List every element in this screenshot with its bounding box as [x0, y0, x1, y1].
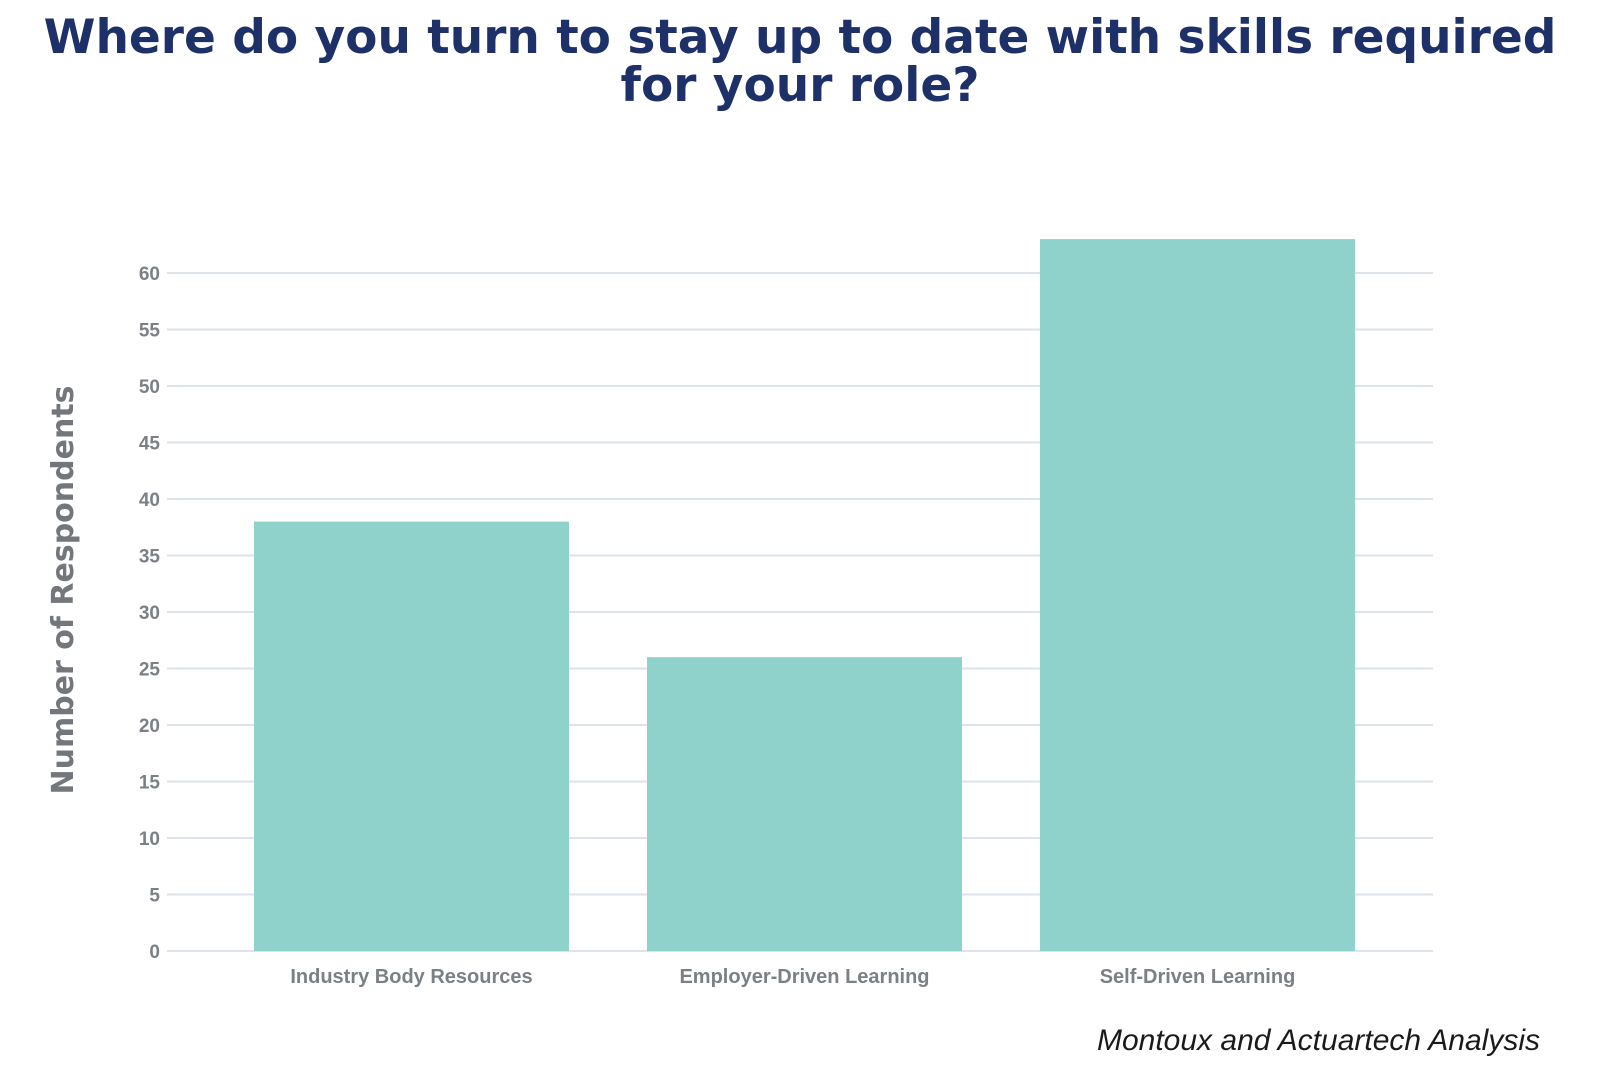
x-category-label: Industry Body Resources [290, 966, 532, 988]
y-tick-label: 20 [139, 716, 160, 737]
y-tick-label: 60 [139, 264, 160, 285]
y-tick-label: 25 [139, 660, 161, 681]
y-tick-label: 10 [139, 829, 160, 850]
y-tick-label: 0 [149, 942, 160, 963]
x-category-label: Self-Driven Learning [1100, 966, 1296, 988]
chart-title: Where do you turn to stay up to date wit… [43, 10, 1557, 113]
y-tick-label: 55 [139, 321, 161, 342]
x-category-label: Employer-Driven Learning [679, 966, 929, 988]
y-tick-label: 15 [139, 773, 161, 794]
bar-1 [254, 521, 569, 951]
y-axis-title: Number of Respondents [46, 385, 81, 794]
y-tick-label: 50 [139, 377, 160, 398]
y-tick-label: 45 [139, 434, 161, 455]
source-note: Montoux and Actuartech Analysis [1096, 1024, 1540, 1057]
x-axis-labels: Industry Body Resources Employer-Driven L… [290, 966, 1295, 988]
bar-2 [647, 657, 962, 951]
y-tick-label: 5 [149, 886, 160, 907]
y-axis-ticks: 0 5 10 15 20 25 30 35 40 45 50 55 60 [139, 264, 161, 963]
y-tick-label: 30 [139, 603, 160, 624]
bars [254, 239, 1355, 952]
y-tick-label: 40 [139, 490, 160, 511]
y-tick-label: 35 [139, 547, 161, 568]
bar-3 [1040, 239, 1355, 952]
